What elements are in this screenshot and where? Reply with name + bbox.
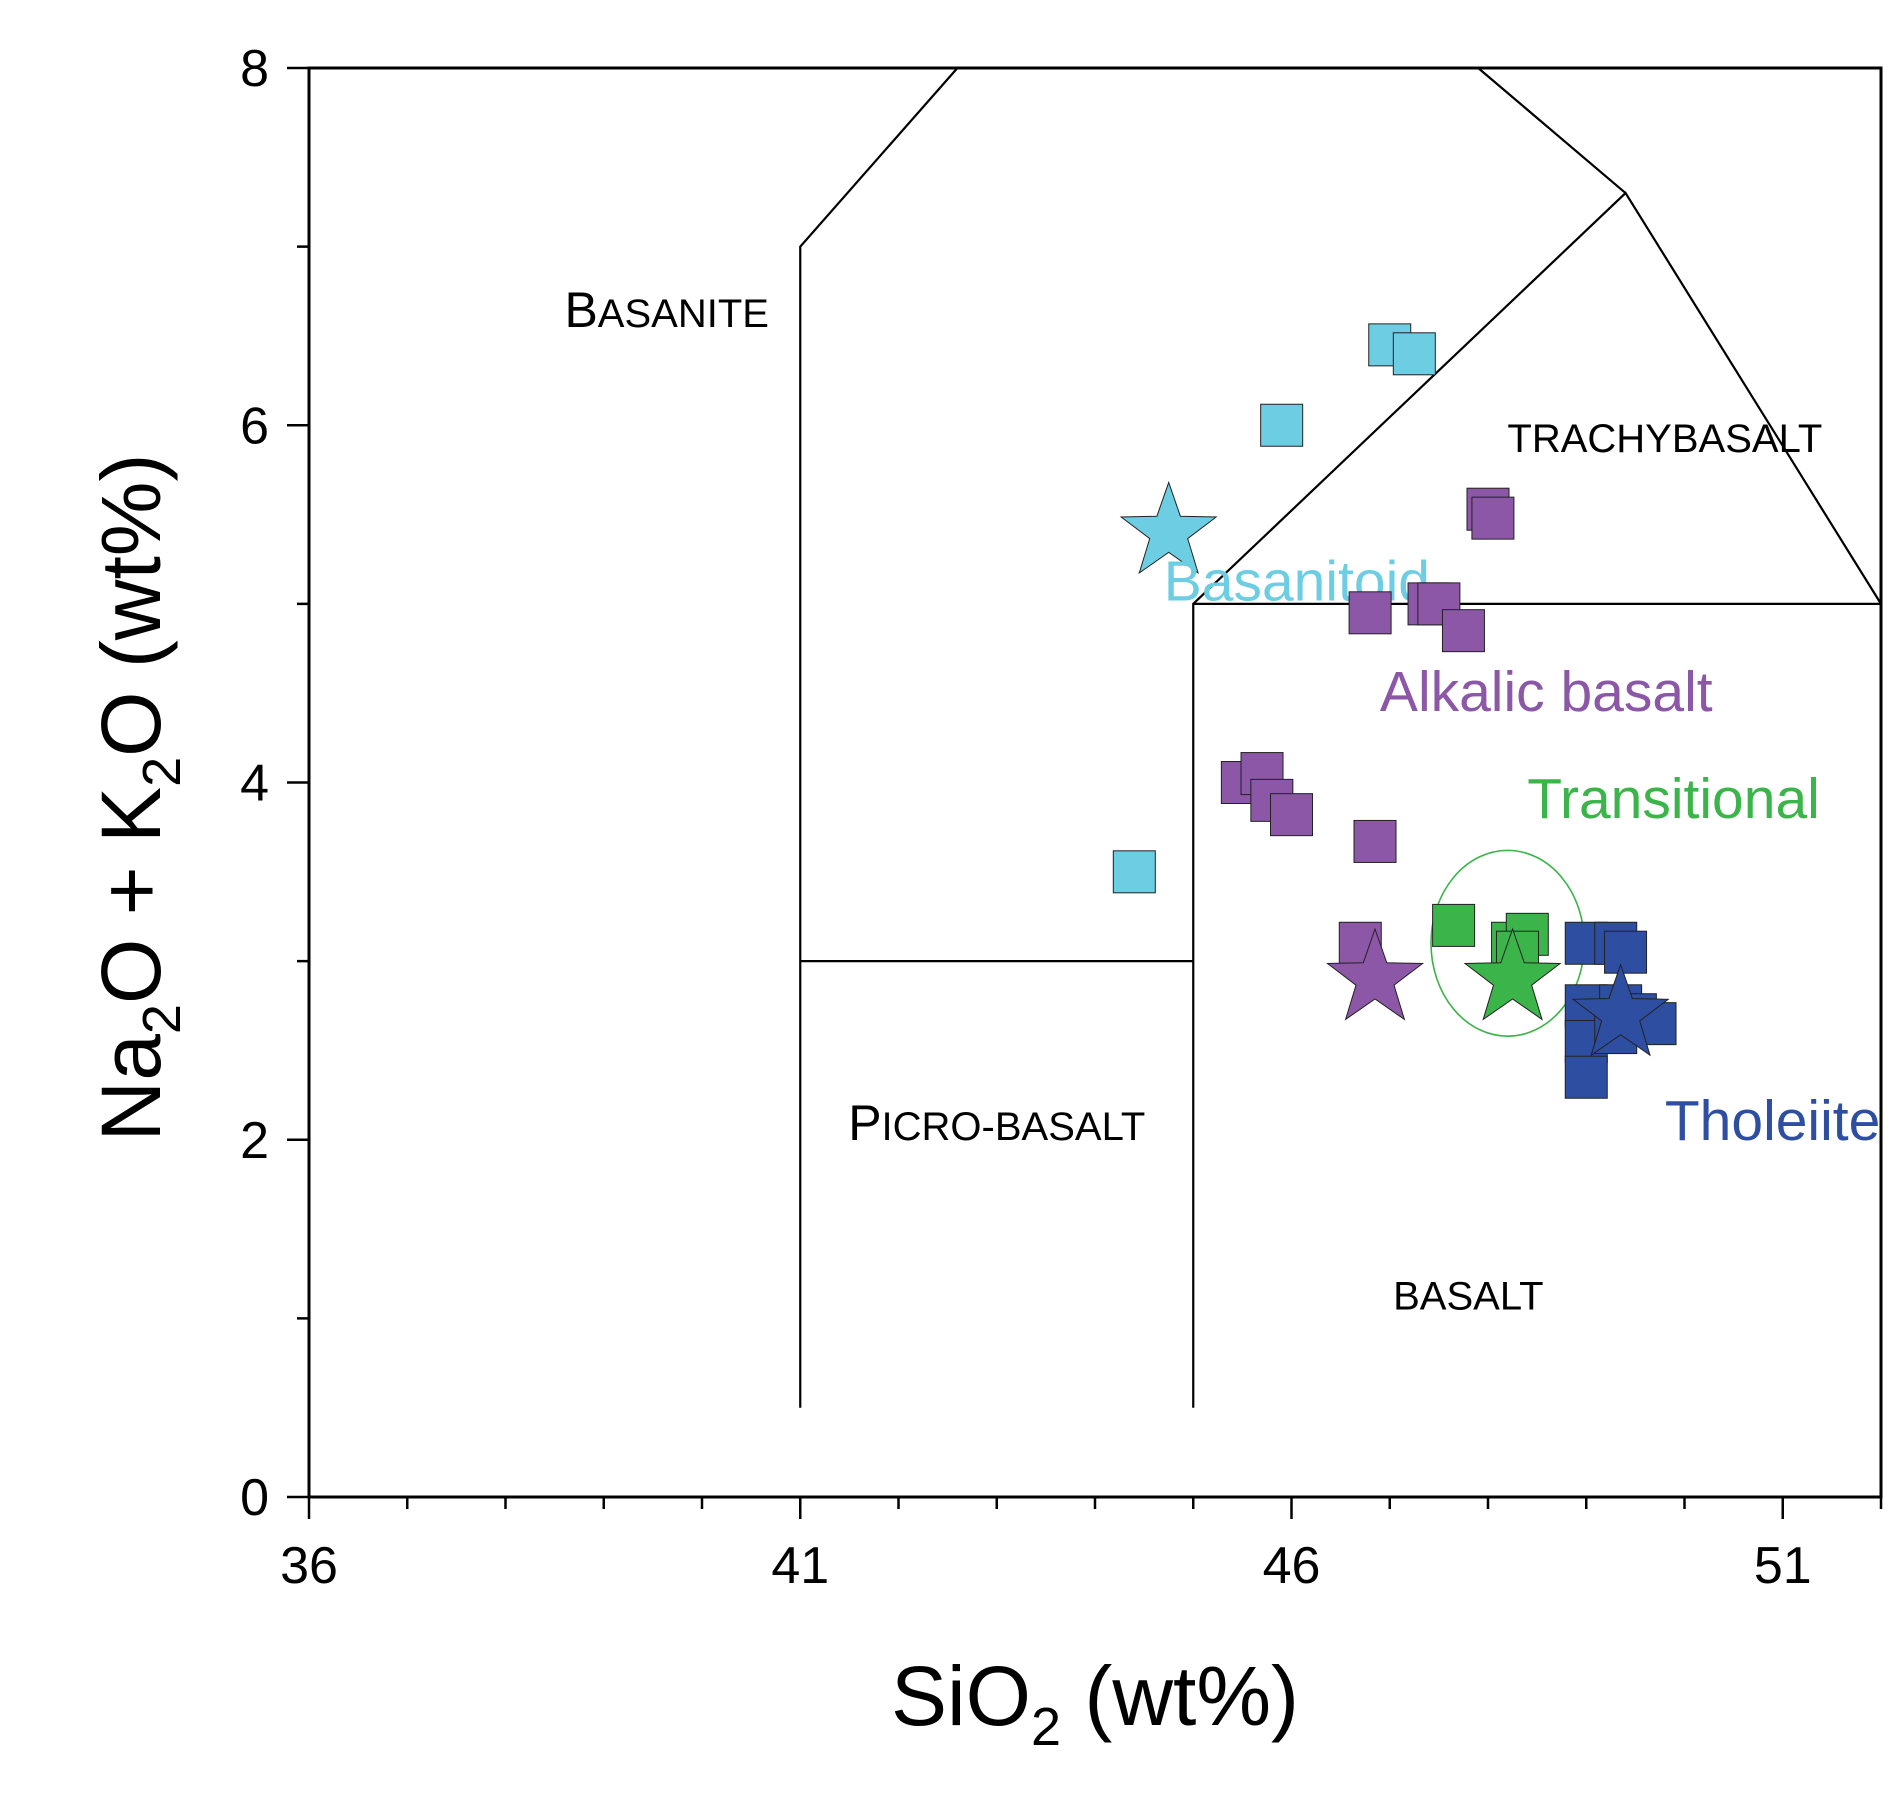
field-label-rest: TRACHYBASALT [1507,417,1822,461]
x-axis-title-main: SiO [891,1649,1031,1743]
y-axis-title-part2: O + K [84,787,178,1004]
x-axis-title-tail: (wt%) [1061,1649,1299,1743]
field-boundary-2 [1192,191,1882,1408]
field-boundaries [799,67,1882,1408]
field-labels: BASANITE TRACHYBASALT PICRO-BASALT BASALT [564,282,1822,1318]
y-tick-label: 0 [240,1469,269,1527]
series-transitional: Transitional [1430,767,1820,1037]
y-tick-label: 4 [240,755,269,813]
series-label: Alkalic basalt [1380,660,1713,724]
field-boundary-5 [1477,67,1627,194]
data-point-square [1270,793,1313,837]
y-tick-label: 6 [240,397,269,455]
data-point-square [1564,1055,1608,1099]
data-point-star [1571,963,1670,1057]
data-point-square [1604,930,1648,974]
y-axis-title-sub1: 2 [132,1004,192,1034]
field-label: PICRO-BASALT [848,1095,1145,1151]
data-point-square [1432,903,1476,947]
data-point-square [1260,403,1304,447]
data-point-square [1441,609,1485,653]
field-boundary-1 [799,67,959,1408]
field-label-rest: BASALT [1393,1274,1543,1318]
data-point-square [1471,496,1515,540]
y-axis-title: Na2O + K2O (wt%) [84,454,192,1142]
x-tick-label: 36 [280,1537,338,1595]
field-label: BASALT [1393,1274,1543,1318]
x-tick-label: 46 [1263,1537,1321,1595]
y-axis-title-part1: Na [84,1034,178,1142]
field-label-rest: ICRO-BASALT [882,1105,1146,1149]
y-axis-title-sub2: 2 [132,757,192,787]
field-label-initial: B [564,282,597,338]
data-point-square [1353,819,1397,863]
data-point-star [1463,927,1562,1021]
data-point-star [1119,480,1218,575]
y-axis-title-part3: O (wt%) [84,454,178,757]
x-tick-label: 41 [771,1537,829,1595]
data-point-star [1326,927,1425,1021]
x-tick-label: 51 [1754,1537,1812,1595]
data-point-square [1112,850,1156,894]
x-axis-title-sub: 2 [1031,1697,1061,1757]
field-label: BASANITE [564,282,769,338]
series-label: Transitional [1527,767,1820,831]
series-alkalic-basalt: Alkalic basalt [1220,487,1713,1021]
data-point-square [1348,591,1392,635]
data-point-square [1417,582,1461,626]
data-point-square [1392,332,1436,376]
field-label: TRACHYBASALT [1507,417,1822,461]
series-label: Tholeiite [1665,1089,1880,1153]
field-label-initial: P [848,1095,881,1151]
series-tholeiite: Tholeiite [1564,921,1880,1153]
y-tick-label: 2 [240,1112,269,1170]
x-axis-title: SiO2 (wt%) [891,1649,1299,1757]
field-label-rest: ASANITE [598,292,769,336]
y-tick-label: 8 [240,40,269,98]
